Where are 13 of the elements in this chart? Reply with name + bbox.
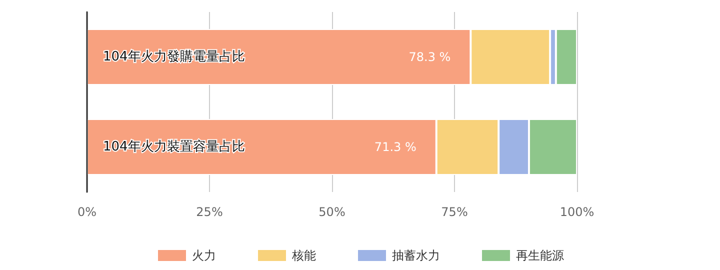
data-label: 78.3 % <box>408 50 451 64</box>
x-tick-label: 50% <box>318 205 346 219</box>
legend-label: 核能 <box>291 248 316 262</box>
legend-label: 再生能源 <box>516 248 564 262</box>
data-label: 71.3 % <box>374 140 416 154</box>
legend-label: 抽蓄水力 <box>392 248 440 262</box>
x-tick-label: 100% <box>560 205 594 219</box>
x-tick-label: 25% <box>196 205 223 219</box>
legend-label: 火力 <box>192 248 216 262</box>
y-tick-label: 104年火力裝置容量占比 <box>103 138 245 154</box>
x-tick-label: 75% <box>441 205 468 219</box>
x-tick-label: 0% <box>77 205 97 219</box>
y-tick-label: 104年火力發購電量占比 <box>103 50 245 64</box>
